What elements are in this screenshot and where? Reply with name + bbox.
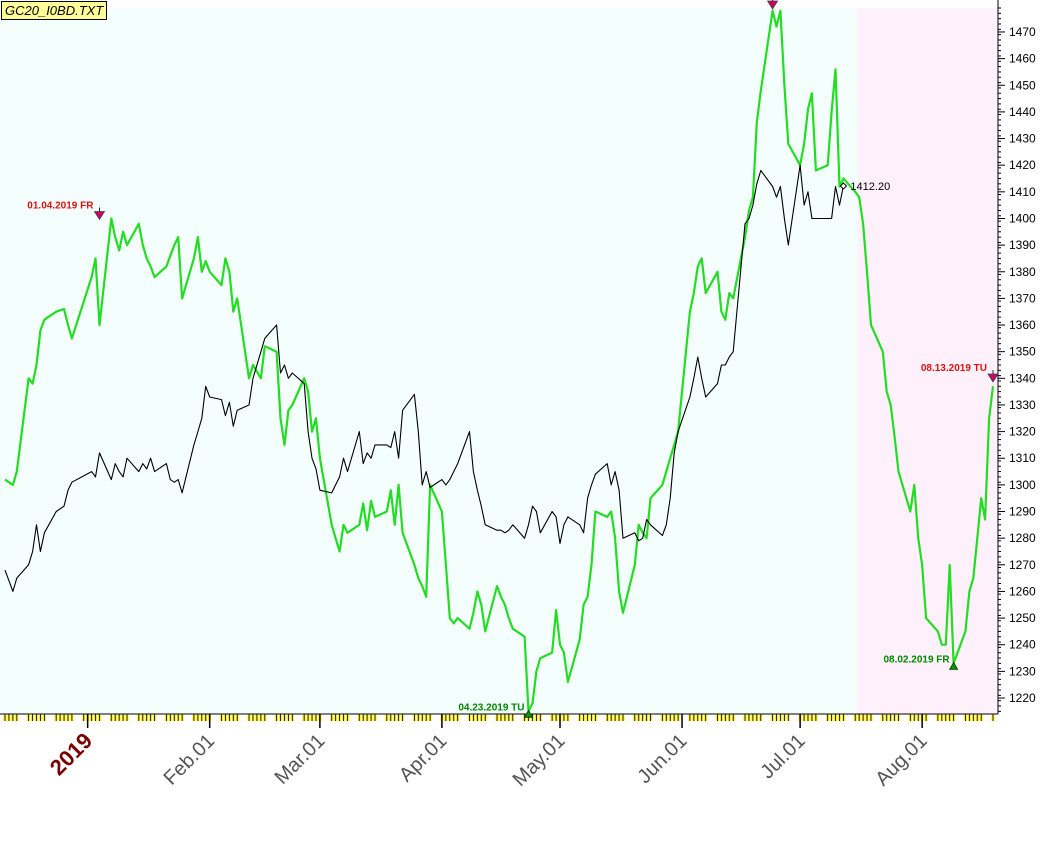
y-tick-label: 1440: [1009, 105, 1036, 119]
y-tick-label: 1400: [1009, 211, 1036, 225]
y-tick-label: 1270: [1009, 558, 1036, 572]
x-tick-label: 2019: [45, 728, 97, 780]
y-tick-label: 1330: [1009, 398, 1036, 412]
y-tick-label: 1320: [1009, 425, 1036, 439]
y-tick-label: 1350: [1009, 345, 1036, 359]
last-value-label: 1412.20: [850, 181, 890, 193]
y-tick-label: 1470: [1009, 25, 1036, 39]
x-tick-label: Jul.01: [756, 730, 809, 783]
y-tick-label: 1360: [1009, 318, 1036, 332]
y-tick-label: 1430: [1009, 132, 1036, 146]
x-tick-label: Feb.01: [160, 730, 220, 790]
plot-background: [0, 8, 858, 714]
x-tick-label: Jun.01: [634, 730, 692, 788]
last-value-marker: [839, 182, 848, 190]
y-tick-label: 1310: [1009, 451, 1036, 465]
high-date-label: 06.24.2019 MO: [698, 0, 767, 1]
low-date-label: 08.02.2019 FR: [883, 654, 950, 665]
y-tick-label: 1450: [1009, 78, 1036, 92]
y-tick-label: 1300: [1009, 478, 1036, 492]
y-tick-label: 1370: [1009, 291, 1036, 305]
shaded-region: [857, 8, 998, 714]
high-marker-arrow: [987, 373, 999, 383]
y-tick-label: 1420: [1009, 158, 1036, 172]
y-tick-label: 1230: [1009, 664, 1036, 678]
x-tick-label: May.01: [509, 730, 570, 791]
y-tick-label: 1390: [1009, 238, 1036, 252]
x-tick-label: Aug.01: [871, 730, 931, 790]
x-tick-label: Apr.01: [395, 730, 451, 786]
high-date-label: 08.13.2019 TU: [921, 363, 987, 374]
y-tick-label: 1240: [1009, 638, 1036, 652]
y-tick-label: 1340: [1009, 371, 1036, 385]
low-marker-arrow: [948, 661, 959, 670]
low-date-label: 04.23.2019 TU: [458, 702, 524, 713]
low-marker-arrow: [523, 709, 534, 718]
high-marker-arrow: [766, 0, 779, 10]
y-tick-label: 1280: [1009, 531, 1036, 545]
y-tick-label: 1260: [1009, 584, 1036, 598]
y-tick-label: 1220: [1009, 691, 1036, 705]
y-tick-label: 1290: [1009, 505, 1036, 519]
y-tick-label: 1460: [1009, 52, 1036, 66]
black-series-line: [4, 164, 844, 592]
high-marker-arrow: [93, 211, 106, 221]
y-tick-label: 1250: [1009, 611, 1036, 625]
y-tick-label: 1410: [1009, 185, 1036, 199]
file-label: GC20_I0BD.TXT: [1, 1, 108, 20]
y-tick-label: 1380: [1009, 265, 1036, 279]
x-tick-label: Mar.01: [271, 730, 330, 789]
high-date-label: 01.04.2019 FR: [27, 200, 94, 211]
green-series-line: [4, 9, 995, 713]
